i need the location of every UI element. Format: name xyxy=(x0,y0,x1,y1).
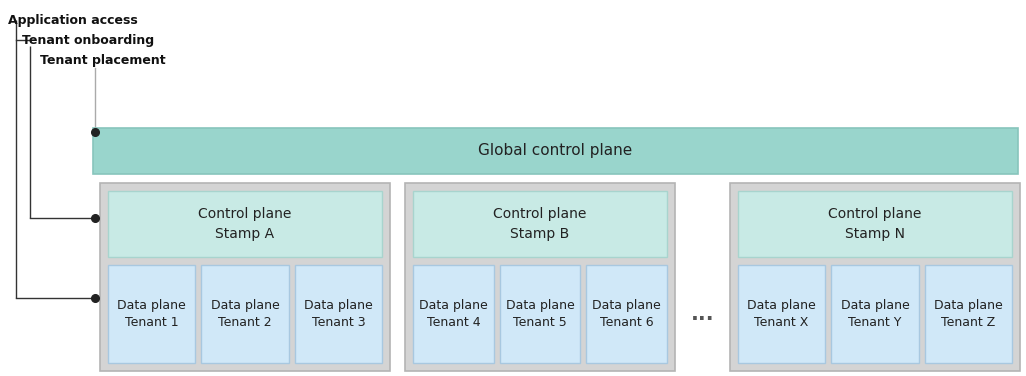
Text: Data plane
Tenant 4: Data plane Tenant 4 xyxy=(419,299,487,329)
Bar xyxy=(201,265,288,363)
Text: Control plane
Stamp N: Control plane Stamp N xyxy=(828,207,921,241)
Text: Tenant placement: Tenant placement xyxy=(40,54,165,67)
Text: Data plane
Tenant 5: Data plane Tenant 5 xyxy=(506,299,575,329)
Text: Control plane
Stamp B: Control plane Stamp B xyxy=(494,207,587,241)
Text: Data plane
Tenant Y: Data plane Tenant Y xyxy=(840,299,909,329)
Bar xyxy=(924,265,1012,363)
Bar xyxy=(831,265,918,363)
Text: Data plane
Tenant 6: Data plane Tenant 6 xyxy=(592,299,661,329)
Text: Data plane
Tenant Z: Data plane Tenant Z xyxy=(934,299,1002,329)
Bar xyxy=(93,128,1018,174)
Text: Control plane
Stamp A: Control plane Stamp A xyxy=(198,207,291,241)
Bar xyxy=(294,265,382,363)
Text: Global control plane: Global control plane xyxy=(478,144,633,159)
Bar xyxy=(738,265,825,363)
Text: Data plane
Tenant X: Data plane Tenant X xyxy=(747,299,816,329)
Bar xyxy=(500,265,581,363)
Bar xyxy=(413,265,494,363)
Text: Data plane
Tenant 1: Data plane Tenant 1 xyxy=(117,299,186,329)
Text: ...: ... xyxy=(690,304,714,324)
Text: Tenant onboarding: Tenant onboarding xyxy=(22,34,154,47)
Text: Application access: Application access xyxy=(8,14,137,27)
Bar xyxy=(738,191,1012,257)
Bar xyxy=(108,191,382,257)
Bar xyxy=(731,183,1020,371)
Bar xyxy=(586,265,667,363)
Bar xyxy=(100,183,390,371)
Text: Data plane
Tenant 3: Data plane Tenant 3 xyxy=(304,299,372,329)
Bar xyxy=(108,265,195,363)
Text: Data plane
Tenant 2: Data plane Tenant 2 xyxy=(210,299,279,329)
Bar xyxy=(413,191,667,257)
Bar xyxy=(405,183,675,371)
